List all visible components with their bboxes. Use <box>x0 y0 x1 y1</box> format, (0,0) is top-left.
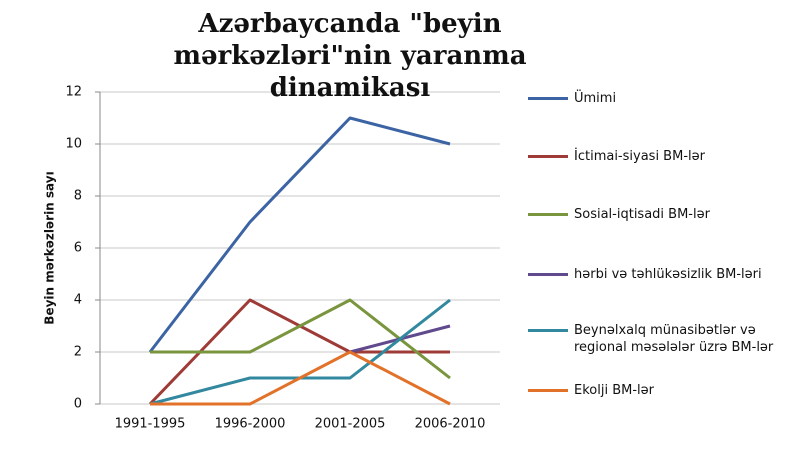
series-line <box>148 116 451 353</box>
legend-item: hərbi və təhlükəsizlik BM-ləri <box>528 266 793 283</box>
legend-swatch <box>528 329 568 332</box>
legend-swatch <box>528 273 568 276</box>
legend-item: Ümimi <box>528 90 793 107</box>
legend-swatch <box>528 213 568 216</box>
y-axis-label: Beyin mərkəzlərin sayı <box>43 171 57 324</box>
y-tick-label: 4 <box>74 293 82 308</box>
y-tick-label: 12 <box>65 85 82 100</box>
x-tick-label: 1991-1995 <box>115 417 186 432</box>
y-tick-label: 8 <box>74 189 82 204</box>
chart-title: Azərbaycanda "beyin mərkəzləri"nin yaran… <box>173 9 527 103</box>
legend-label: İctimai-siyasi BM-lər <box>574 149 705 164</box>
legend-swatch <box>528 155 568 158</box>
x-tick-label: 2006-2010 <box>415 417 486 432</box>
legend-item: Ekolji BM-lər <box>528 382 793 399</box>
legend-swatch <box>528 97 568 100</box>
legend-item: Beynəlxalq münasibətlər və regional məsə… <box>528 322 793 356</box>
legend-item: Sosial-iqtisadi BM-lər <box>528 206 793 223</box>
x-tick-label: 2001-2005 <box>315 417 386 432</box>
legend-item: İctimai-siyasi BM-lər <box>528 148 793 165</box>
y-tick-label: 6 <box>74 241 82 256</box>
legend-label: Ümimi <box>574 91 617 106</box>
y-tick-label: 2 <box>74 345 82 360</box>
legend-label: Beynəlxalq münasibətlər və regional məsə… <box>574 323 774 355</box>
series-line <box>150 350 451 406</box>
legend-label: Ekolji BM-lər <box>574 383 654 398</box>
legend-label: Sosial-iqtisadi BM-lər <box>574 207 710 222</box>
legend-swatch <box>528 389 568 392</box>
y-tick-label: 10 <box>65 137 82 152</box>
x-tick-label: 1996-2000 <box>215 417 286 432</box>
y-tick-label: 0 <box>74 397 82 412</box>
legend-label: hərbi və təhlükəsizlik BM-ləri <box>574 267 762 282</box>
